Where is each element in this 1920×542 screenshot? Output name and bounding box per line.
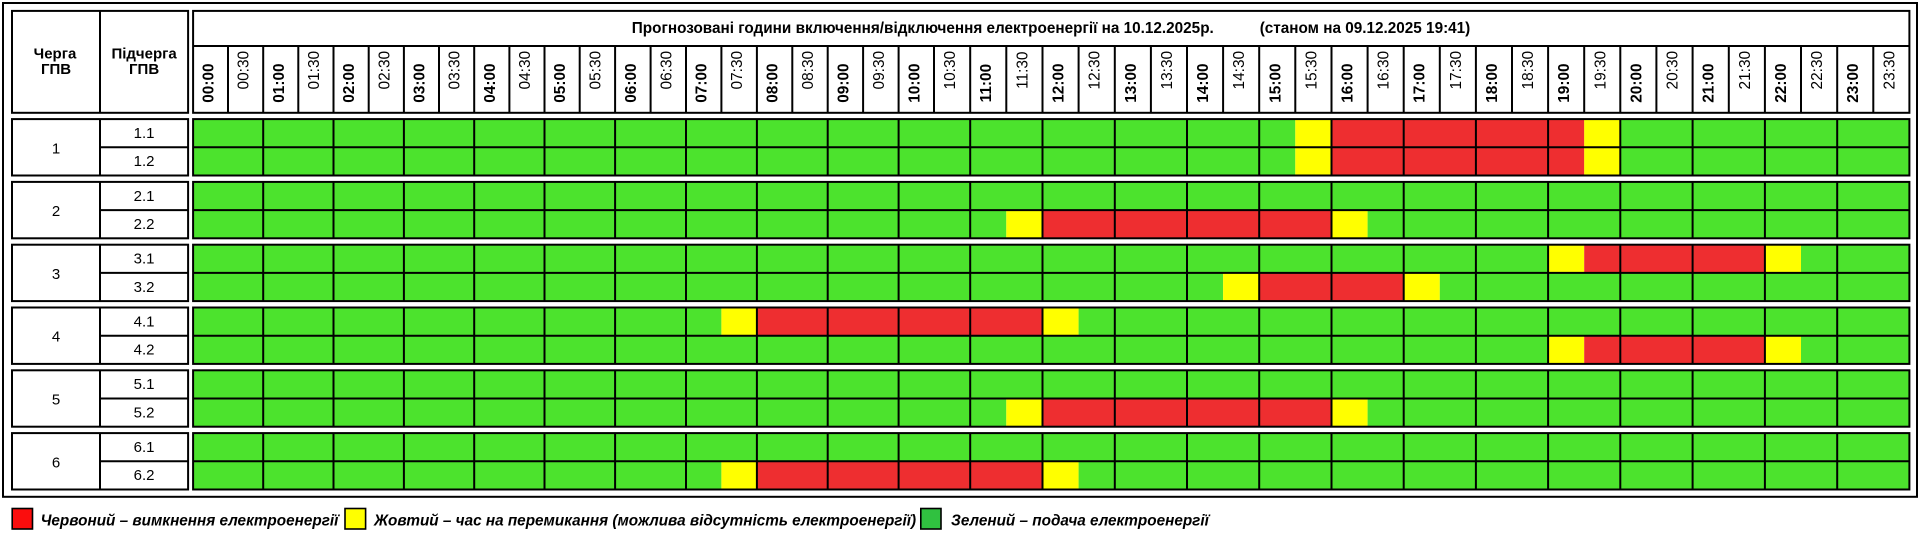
svg-text:09:30: 09:30 bbox=[871, 51, 888, 90]
svg-text:03:00: 03:00 bbox=[411, 63, 428, 102]
svg-text:5.1: 5.1 bbox=[134, 376, 155, 393]
svg-text:07:30: 07:30 bbox=[729, 51, 746, 90]
svg-text:19:00: 19:00 bbox=[1556, 63, 1573, 102]
svg-text:4.1: 4.1 bbox=[134, 313, 155, 330]
svg-text:09:00: 09:00 bbox=[835, 63, 852, 102]
svg-text:2.1: 2.1 bbox=[134, 188, 155, 205]
svg-text:04:30: 04:30 bbox=[517, 51, 534, 90]
svg-text:20:00: 20:00 bbox=[1628, 63, 1645, 102]
svg-text:(станом на 09.12.2025 19:41): (станом на 09.12.2025 19:41) bbox=[1260, 20, 1471, 37]
svg-text:02:00: 02:00 bbox=[341, 63, 358, 102]
svg-text:5: 5 bbox=[52, 392, 60, 409]
svg-text:14:30: 14:30 bbox=[1231, 51, 1248, 90]
svg-text:22:00: 22:00 bbox=[1773, 63, 1790, 102]
svg-text:18:30: 18:30 bbox=[1520, 51, 1537, 90]
svg-text:ГПВ: ГПВ bbox=[41, 61, 71, 78]
svg-text:13:30: 13:30 bbox=[1159, 51, 1176, 90]
svg-text:05:00: 05:00 bbox=[552, 63, 569, 102]
svg-text:ГПВ: ГПВ bbox=[129, 61, 159, 78]
svg-text:16:30: 16:30 bbox=[1376, 51, 1393, 90]
svg-text:17:00: 17:00 bbox=[1412, 63, 1429, 102]
svg-text:07:00: 07:00 bbox=[694, 63, 711, 102]
svg-text:1: 1 bbox=[52, 140, 60, 157]
svg-text:20:30: 20:30 bbox=[1665, 51, 1682, 90]
svg-text:12:30: 12:30 bbox=[1087, 51, 1104, 90]
svg-text:Червоний – вимкнення електроен: Червоний – вимкнення електроенергії bbox=[41, 512, 341, 529]
svg-text:00:30: 00:30 bbox=[236, 51, 253, 90]
svg-text:21:30: 21:30 bbox=[1737, 51, 1754, 90]
svg-text:15:00: 15:00 bbox=[1267, 63, 1284, 102]
svg-text:16:00: 16:00 bbox=[1340, 63, 1357, 102]
svg-text:Підчерга: Підчерга bbox=[111, 45, 177, 62]
svg-text:22:30: 22:30 bbox=[1809, 51, 1826, 90]
svg-text:17:30: 17:30 bbox=[1448, 51, 1465, 90]
svg-text:1.1: 1.1 bbox=[134, 125, 155, 142]
svg-text:4.2: 4.2 bbox=[134, 342, 155, 359]
svg-text:06:00: 06:00 bbox=[623, 63, 640, 102]
svg-text:10:30: 10:30 bbox=[942, 51, 959, 90]
svg-text:08:00: 08:00 bbox=[765, 63, 782, 102]
svg-text:11:30: 11:30 bbox=[1014, 52, 1031, 89]
svg-text:10:00: 10:00 bbox=[906, 63, 923, 102]
svg-text:18:00: 18:00 bbox=[1484, 63, 1501, 102]
svg-text:5.2: 5.2 bbox=[134, 404, 155, 421]
svg-text:06:30: 06:30 bbox=[658, 51, 675, 90]
svg-text:15:30: 15:30 bbox=[1303, 51, 1320, 90]
svg-text:2: 2 bbox=[52, 203, 60, 220]
svg-text:11:00: 11:00 bbox=[978, 64, 995, 103]
svg-text:02:30: 02:30 bbox=[376, 51, 393, 90]
svg-text:6: 6 bbox=[52, 454, 60, 471]
svg-text:6.2: 6.2 bbox=[134, 467, 155, 484]
svg-text:19:30: 19:30 bbox=[1592, 51, 1609, 90]
svg-text:3.1: 3.1 bbox=[134, 251, 155, 268]
svg-text:23:00: 23:00 bbox=[1845, 63, 1862, 102]
svg-text:23:30: 23:30 bbox=[1881, 51, 1898, 90]
svg-text:13:00: 13:00 bbox=[1123, 63, 1140, 102]
svg-text:Зелений – подача електроенергі: Зелений – подача електроенергії bbox=[951, 512, 1211, 529]
svg-text:3: 3 bbox=[52, 266, 60, 283]
svg-text:Прогнозовані години включення/: Прогнозовані години включення/відключенн… bbox=[632, 20, 1214, 37]
svg-text:Жовтий – час на перемикання (м: Жовтий – час на перемикання (можлива від… bbox=[373, 512, 916, 529]
svg-text:05:30: 05:30 bbox=[587, 51, 604, 90]
svg-text:21:00: 21:00 bbox=[1701, 63, 1718, 102]
svg-text:3.2: 3.2 bbox=[134, 279, 155, 296]
svg-text:03:30: 03:30 bbox=[447, 51, 464, 90]
svg-text:1.2: 1.2 bbox=[134, 153, 155, 170]
svg-text:01:30: 01:30 bbox=[306, 51, 323, 90]
svg-text:08:30: 08:30 bbox=[800, 51, 817, 90]
svg-text:6.1: 6.1 bbox=[134, 439, 155, 456]
svg-text:04:00: 04:00 bbox=[482, 63, 499, 102]
svg-text:01:00: 01:00 bbox=[271, 63, 288, 102]
svg-text:14:00: 14:00 bbox=[1195, 63, 1212, 102]
svg-text:Черга: Черга bbox=[34, 45, 77, 62]
svg-text:12:00: 12:00 bbox=[1051, 63, 1068, 102]
svg-text:4: 4 bbox=[52, 329, 60, 346]
svg-text:00:00: 00:00 bbox=[201, 63, 218, 102]
svg-text:2.2: 2.2 bbox=[134, 216, 155, 233]
